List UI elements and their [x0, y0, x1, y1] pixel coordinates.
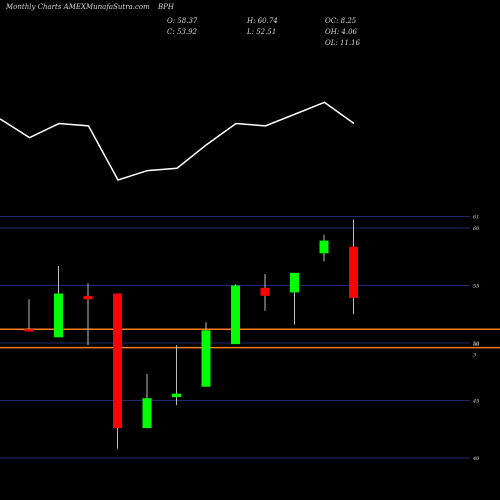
- candle-body: [260, 287, 270, 296]
- candle-body: [319, 240, 329, 254]
- candle-body: [172, 393, 181, 398]
- y-tick-label: 3: [473, 353, 476, 359]
- close-value: C: 53.92: [167, 28, 197, 36]
- candle-body: [54, 293, 63, 338]
- y-tick-label: 40: [472, 456, 480, 462]
- y-tick-label: 60: [473, 226, 480, 232]
- candle-body: [83, 295, 93, 300]
- candle-body: [201, 330, 211, 387]
- candle-body: [349, 246, 358, 298]
- y-tick-label: 50: [473, 342, 480, 348]
- candle-body: [290, 272, 299, 293]
- open-close-value: OC: 8.25: [325, 17, 357, 25]
- high-value: H: 60.74: [247, 17, 278, 25]
- open-high-value: OH: 4.06: [325, 28, 358, 36]
- candle-body: [142, 398, 152, 429]
- y-tick-label: 50: [473, 341, 480, 347]
- low-value: L: 52.51: [247, 28, 277, 36]
- overlay-line: [0, 101, 355, 181]
- y-tick-label: 55: [473, 284, 479, 290]
- candle-body: [24, 329, 34, 332]
- symbol-label: BPH: [158, 3, 174, 11]
- open-value: O: 58.37: [167, 17, 198, 25]
- candle-body: [231, 285, 240, 345]
- y-tick-label: 45: [472, 399, 479, 405]
- open-low-value: OL: 11.16: [325, 39, 361, 47]
- candle-body: [113, 293, 122, 429]
- y-tick-label: 61: [473, 215, 479, 221]
- chart-source-label: Monthly Charts AMEXMunafaSutra.com: [6, 3, 150, 11]
